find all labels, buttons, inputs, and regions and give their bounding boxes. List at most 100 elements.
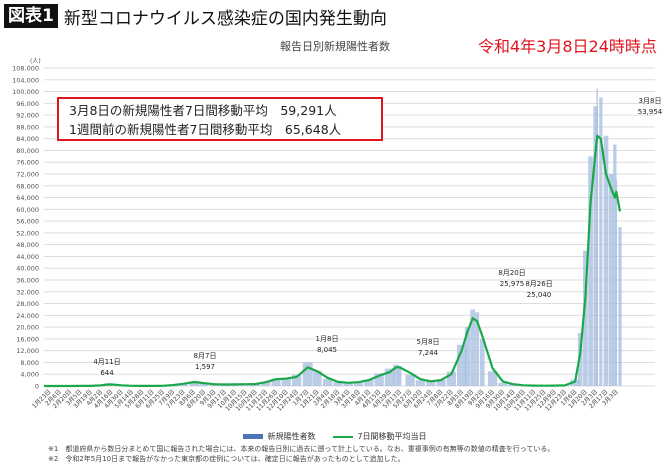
y-tick-label: 16,000 [16, 335, 39, 343]
annotation-date: 8月26日 [525, 280, 552, 288]
bar [615, 179, 618, 386]
bar [405, 374, 415, 386]
y-tick-label: 20,000 [16, 324, 39, 332]
summary-box: 3月8日の新規陽性者7日間移動平均 59,291人 1週間前の新規陽性者7日間移… [57, 97, 383, 141]
annotation-date: 8月20日 [498, 269, 525, 277]
bar [464, 327, 471, 386]
legend-item-line: 7日間移動平均当日 [333, 431, 427, 442]
annotation-value: 8,045 [317, 346, 337, 354]
y-tick-label: 64,000 [16, 194, 39, 202]
annotation-date: 5月8日 [417, 338, 440, 346]
y-tick-label: 60,000 [16, 206, 39, 214]
y-tick-label: 104,000 [12, 76, 39, 84]
bar [343, 382, 353, 386]
figure-header: 図表1 新型コロナウイルス感染症の国内発生動向 [4, 4, 387, 29]
bar [603, 135, 609, 386]
y-tick-label: 28,000 [16, 300, 39, 308]
annotation-date: 4月11日 [93, 358, 120, 366]
bar [593, 106, 599, 387]
y-tick-label: 40,000 [16, 265, 39, 273]
footnote-1: ※1 都道府県から数日分まとめて国に報告された場合には、本来の報告日別に過去に遡… [48, 445, 555, 453]
bar [312, 370, 322, 386]
bar [281, 378, 291, 386]
bar [599, 97, 603, 386]
y-tick-label: 4,000 [20, 371, 39, 379]
bar [199, 382, 209, 386]
summary-line-previous: 1週間前の新規陽性者7日間移動平均 65,648人 [69, 122, 342, 137]
bar [426, 381, 436, 386]
annotation-date: 1月8日 [316, 335, 339, 343]
bar [189, 381, 200, 386]
y-tick-label: 56,000 [16, 218, 39, 226]
timestamp: 令和4年3月8日24時時点 [478, 37, 657, 56]
y-tick-label: 92,000 [16, 112, 39, 120]
bar [353, 381, 364, 386]
moving-average-line [44, 134, 622, 388]
bar [583, 250, 588, 386]
chart-area: 0 4,000 8,000 12,000 16,000 20,000 24,000 28,00… [12, 58, 663, 413]
annotation-value: 7,244 [418, 349, 439, 357]
legend-line-swatch [333, 435, 354, 438]
bar [446, 371, 456, 386]
bar [588, 156, 593, 386]
y-tick-label: 44,000 [16, 253, 39, 261]
bar [374, 373, 384, 386]
y-tick-label: 100,000 [12, 88, 39, 96]
y-tick-label: 12,000 [16, 347, 39, 355]
legend-bar-swatch [243, 434, 264, 439]
annotation-value: 25,975 [500, 280, 525, 288]
figure-title: 新型コロナウイルス感染症の国内発生動向 [63, 8, 387, 29]
y-tick-label: 108,000 [12, 65, 39, 73]
bar [384, 368, 395, 386]
bar [271, 378, 281, 386]
bar [322, 378, 333, 386]
summary-line-current: 3月8日の新規陽性者7日間移動平均 59,291人 [69, 103, 337, 118]
bar [292, 374, 302, 386]
annotation-date: 3月8日 [639, 97, 662, 105]
annotation-value: 53,954 [638, 108, 663, 116]
bar [487, 371, 498, 386]
bar [415, 380, 426, 386]
y-tick-label: 76,000 [16, 159, 39, 167]
legend-label-line: 7日間移動平均当日 [357, 432, 427, 441]
annotation-value: 644 [100, 369, 114, 377]
bar [398, 365, 402, 386]
bar [436, 379, 446, 386]
bar [364, 379, 374, 386]
footnote-2: ※2 令和2年5月10日まで報告がなかった東京都の症例については、確定日に報告が… [48, 455, 405, 463]
bar [618, 227, 622, 386]
bar [456, 344, 467, 386]
y-tick-label: 80,000 [16, 147, 39, 155]
y-axis-unit: (人) [30, 58, 41, 65]
bar [333, 382, 343, 386]
legend-label-bars: 新規陽性者数 [267, 432, 316, 441]
legend: 新規陽性者数 7日間移動平均当日 [0, 431, 670, 442]
bar [613, 144, 617, 386]
bar [261, 381, 271, 386]
bar [596, 88, 598, 386]
y-tick-label: 0 [35, 383, 39, 391]
y-tick-label: 8,000 [20, 359, 39, 367]
figure-badge: 図表1 [4, 4, 58, 28]
y-tick-label: 48,000 [16, 241, 39, 249]
y-tick-label: 84,000 [16, 135, 39, 143]
bar [608, 174, 614, 386]
legend-item-bars: 新規陽性者数 [243, 431, 315, 442]
y-tick-label: 72,000 [16, 171, 39, 179]
y-tick-label: 24,000 [16, 312, 39, 320]
bar [498, 382, 508, 386]
bar [470, 309, 476, 386]
bar [393, 364, 400, 386]
annotation-value: 1,597 [195, 363, 215, 371]
chart-title: 報告日別新規陽性者数 [280, 40, 390, 53]
annotation-value: 25,040 [527, 291, 552, 299]
y-tick-label: 32,000 [16, 288, 39, 296]
y-tick-label: 36,000 [16, 277, 39, 285]
y-tick-label: 96,000 [16, 100, 39, 108]
y-tick-label: 52,000 [16, 229, 39, 237]
y-tick-label: 68,000 [16, 182, 39, 190]
annotation-date: 8月7日 [194, 352, 217, 360]
bar [302, 362, 313, 386]
y-tick-label: 88,000 [16, 123, 39, 131]
bar [475, 312, 480, 386]
